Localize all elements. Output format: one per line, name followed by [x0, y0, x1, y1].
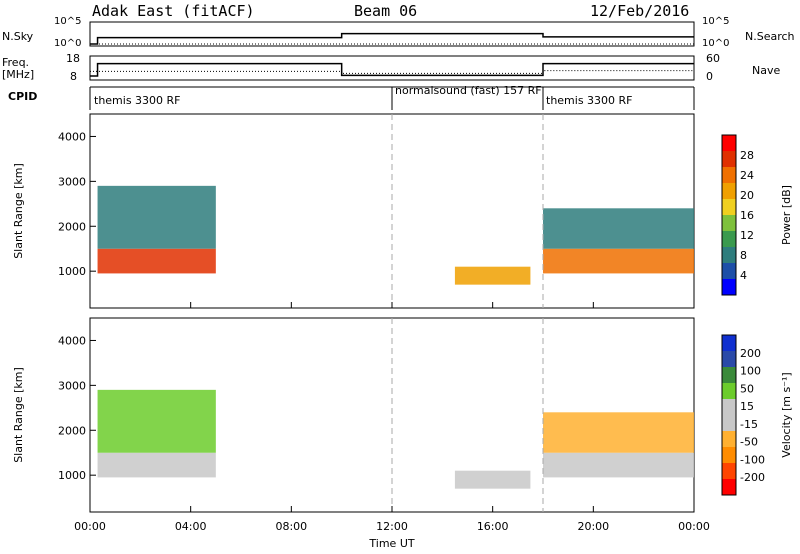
x-tick-label: 00:00: [678, 520, 710, 533]
colorbar-segment: [722, 367, 736, 384]
velocity-colorbar: -200 -100 -50 -15 15 50 100 200 Velocity [m s⁻¹]: [721, 334, 793, 496]
colorbar-segment: [722, 231, 736, 248]
colorbar-segment: [722, 399, 736, 416]
colorbar-tick-label: 20: [740, 189, 754, 202]
data-band: [454, 470, 531, 489]
y-tick-label: 1000: [58, 265, 86, 278]
x-tick-label: 12:00: [376, 520, 408, 533]
colorbar-segment: [722, 167, 736, 184]
colorbar-tick-label: 8: [740, 249, 747, 262]
cpid-segment: normalsound (fast) 157 RF: [395, 84, 542, 97]
colorbar-tick-label: -15: [740, 418, 758, 431]
colorbar-tick-label: -100: [740, 453, 765, 466]
freq-tick-bottom: 8: [70, 70, 77, 83]
noise-tick-top: 10^5: [54, 16, 82, 27]
frequency-panel: [89, 55, 695, 81]
cpid-segment: themis 3300 RF: [94, 94, 181, 107]
nave-line: [90, 70, 694, 74]
nsky-line: [90, 32, 694, 45]
y-tick-label: 2000: [58, 220, 86, 233]
colorbar-tick-label: 16: [740, 209, 754, 222]
colorbar-segment: [722, 135, 736, 152]
colorbar-label: Power [dB]: [780, 185, 793, 245]
colorbar-segment: [722, 183, 736, 200]
freq-unit-label: [MHz]: [2, 68, 35, 81]
power-panel: [89, 113, 695, 309]
y-tick-label: 1000: [58, 469, 86, 482]
data-band: [543, 412, 694, 453]
cpid-panel: [89, 86, 695, 110]
freq-tick-top: 18: [66, 52, 80, 65]
date-title: 12/Feb/2016: [590, 2, 690, 20]
colorbar-segment: [722, 263, 736, 280]
noise-panel: [89, 21, 695, 47]
colorbar-frame: [721, 334, 737, 496]
noise-tick-bottom-right: 10^0: [702, 38, 730, 49]
nsky-label: N.Sky: [2, 30, 34, 43]
radar-title: Adak East (fitACF): [92, 2, 255, 20]
noise-tick-top-right: 10^5: [702, 16, 730, 27]
colorbar-tick-label: -200: [740, 471, 765, 484]
data-band: [543, 248, 694, 274]
velocity-panel: [89, 317, 695, 513]
colorbar-frame: [721, 134, 737, 296]
colorbar-segment: [722, 431, 736, 448]
colorbar-tick-label: 28: [740, 149, 754, 162]
y-tick-label: 3000: [58, 379, 86, 392]
nave-label: Nave: [752, 64, 781, 77]
data-band: [97, 248, 216, 274]
freq-line: [90, 62, 694, 77]
y-axis-label: Slant Range [km]: [12, 163, 25, 259]
colorbar-segment: [722, 215, 736, 232]
nave-tick-bottom: 0: [706, 70, 713, 83]
colorbar-tick-label: 15: [740, 400, 754, 413]
colorbar-tick-label: 12: [740, 229, 754, 242]
x-tick-label: 16:00: [477, 520, 509, 533]
noise-tick-bottom: 10^0: [54, 38, 82, 49]
x-tick-label: 04:00: [175, 520, 207, 533]
colorbar-tick-label: 200: [740, 347, 761, 360]
power-colorbar: 4 8 12 16 20 24 28 Power [dB]: [721, 134, 793, 296]
data-band: [543, 452, 694, 478]
colorbar-tick-label: 24: [740, 169, 754, 182]
colorbar-tick-label: 4: [740, 269, 747, 282]
cpid-segment: themis 3300 RF: [546, 94, 633, 107]
beam-title: Beam 06: [354, 2, 418, 20]
nave-tick-top: 60: [706, 52, 720, 65]
freq-label: Freq.: [2, 56, 30, 69]
data-band: [97, 452, 216, 478]
colorbar-segment: [722, 199, 736, 216]
nsearch-label: N.Search: [745, 30, 795, 43]
y-tick-label: 2000: [58, 424, 86, 437]
colorbar-tick-label: 50: [740, 382, 754, 395]
y-tick-label: 4000: [58, 130, 86, 143]
cpid-label: CPID: [8, 90, 38, 103]
x-tick-label: 08:00: [275, 520, 307, 533]
y-tick-label: 4000: [58, 334, 86, 347]
colorbar-segment: [722, 279, 736, 296]
colorbar-segment: [722, 335, 736, 352]
colorbar-segment: [722, 463, 736, 480]
y-axis-label: Slant Range [km]: [12, 367, 25, 463]
colorbar-segment: [722, 447, 736, 464]
data-band: [97, 185, 216, 249]
colorbar-tick-label: -50: [740, 436, 758, 449]
colorbar-segment: [722, 247, 736, 264]
colorbar-tick-label: 100: [740, 365, 761, 378]
colorbar-segment: [722, 415, 736, 432]
y-tick-label: 3000: [58, 175, 86, 188]
data-band: [543, 208, 694, 249]
x-tick-label: 20:00: [577, 520, 609, 533]
colorbar-label: Velocity [m s⁻¹]: [780, 372, 793, 457]
colorbar-segment: [722, 351, 736, 368]
colorbar-segment: [722, 151, 736, 168]
x-tick-label: 00:00: [74, 520, 106, 533]
data-band: [454, 266, 531, 285]
colorbar-segment: [722, 383, 736, 400]
colorbar-segment: [722, 479, 736, 496]
x-axis-label: Time UT: [368, 537, 414, 550]
data-band: [97, 389, 216, 453]
